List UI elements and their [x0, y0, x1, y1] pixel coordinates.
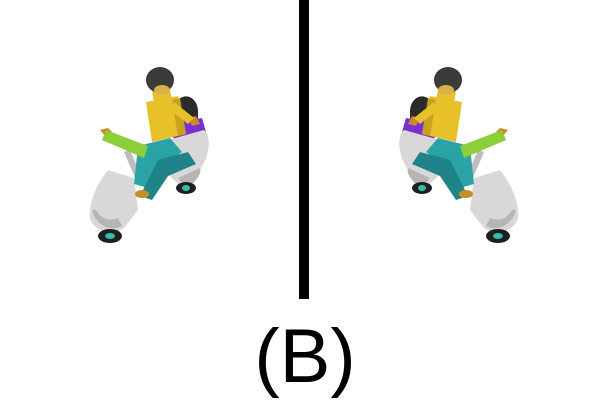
- left-render: [78, 60, 228, 260]
- scooter-rider-illustration: [89, 67, 209, 243]
- vertical-divider: [299, 0, 309, 299]
- right-render: [380, 60, 530, 260]
- scooter-rider-illustration-mirrored: [399, 67, 519, 243]
- figure-caption: (B): [254, 314, 356, 399]
